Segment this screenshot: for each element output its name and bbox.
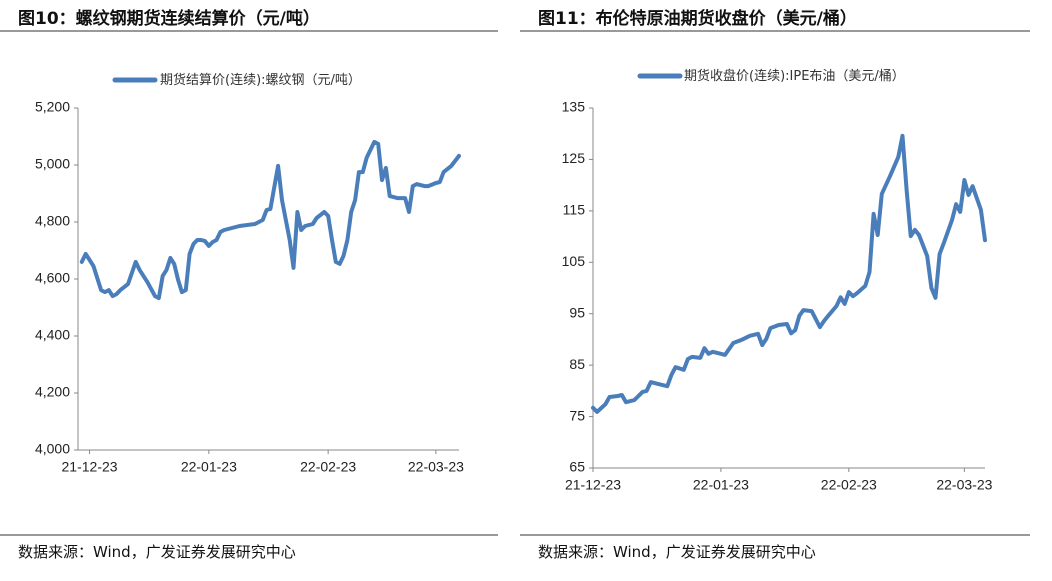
y-tick-label: 4,800 [35,213,70,229]
x-tick-label: 21-12-23 [62,459,118,475]
data-line [79,139,461,301]
y-tick-label: 4,200 [35,384,70,400]
data-line [591,133,987,414]
x-tick-label: 21-12-23 [565,477,621,493]
chart-title: 图11：布伦特原油期货收盘价（美元/桶） [538,9,857,29]
y-tick-label: 115 [563,202,586,218]
x-tick-label: 22-02-23 [300,459,356,475]
x-tick-label: 22-01-23 [181,459,237,475]
x-tick-label: 22-03-23 [936,477,992,493]
y-tick-label: 85 [569,356,585,372]
x-tick-label: 22-01-23 [693,477,749,493]
source: 数据来源：Wind，广发证券发展研究中心 [538,543,816,561]
y-tick-label: 5,000 [35,156,70,172]
x-tick-label: 22-02-23 [821,477,877,493]
y-tick-label: 5,200 [35,99,70,115]
y-tick-label: 125 [562,150,586,166]
legend-label: 期货结算价(连续):螺纹钢（元/吨） [160,73,361,88]
legend-label: 期货收盘价(连续):IPE布油（美元/桶） [684,69,905,84]
y-tick-label: 135 [562,99,586,115]
y-tick-label: 65 [569,459,585,475]
x-tick-label: 22-03-23 [408,459,464,475]
y-tick-label: 4,400 [35,327,70,343]
y-tick-label: 95 [569,304,585,320]
source: 数据来源：Wind，广发证券发展研究中心 [18,543,296,561]
chart-title: 图10：螺纹钢期货连续结算价（元/吨） [18,9,320,29]
y-tick-label: 75 [569,407,585,423]
y-tick-label: 4,000 [35,441,70,457]
y-tick-label: 105 [562,253,586,269]
y-tick-label: 4,600 [35,270,70,286]
